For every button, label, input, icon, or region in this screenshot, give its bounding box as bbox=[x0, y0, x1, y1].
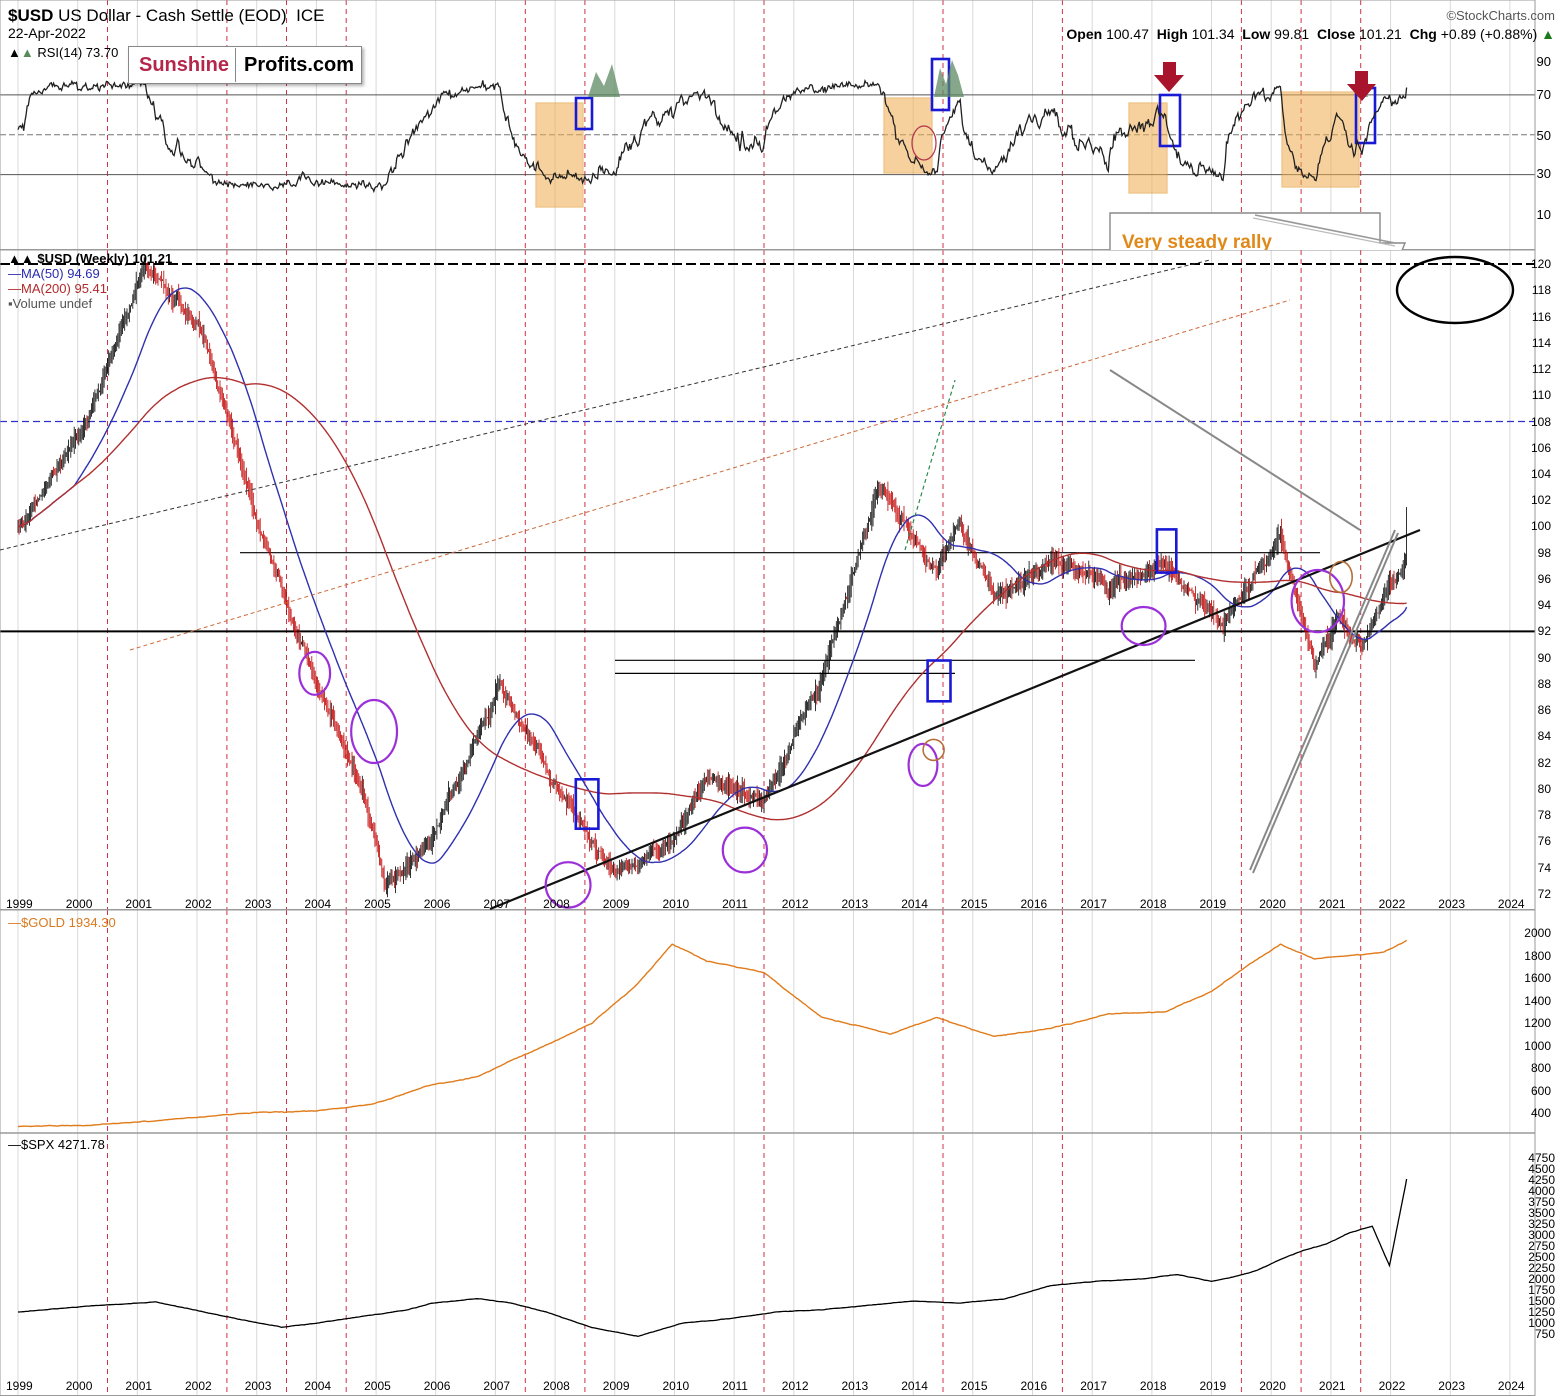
svg-text:Very steady rally: Very steady rally bbox=[1122, 232, 1272, 250]
